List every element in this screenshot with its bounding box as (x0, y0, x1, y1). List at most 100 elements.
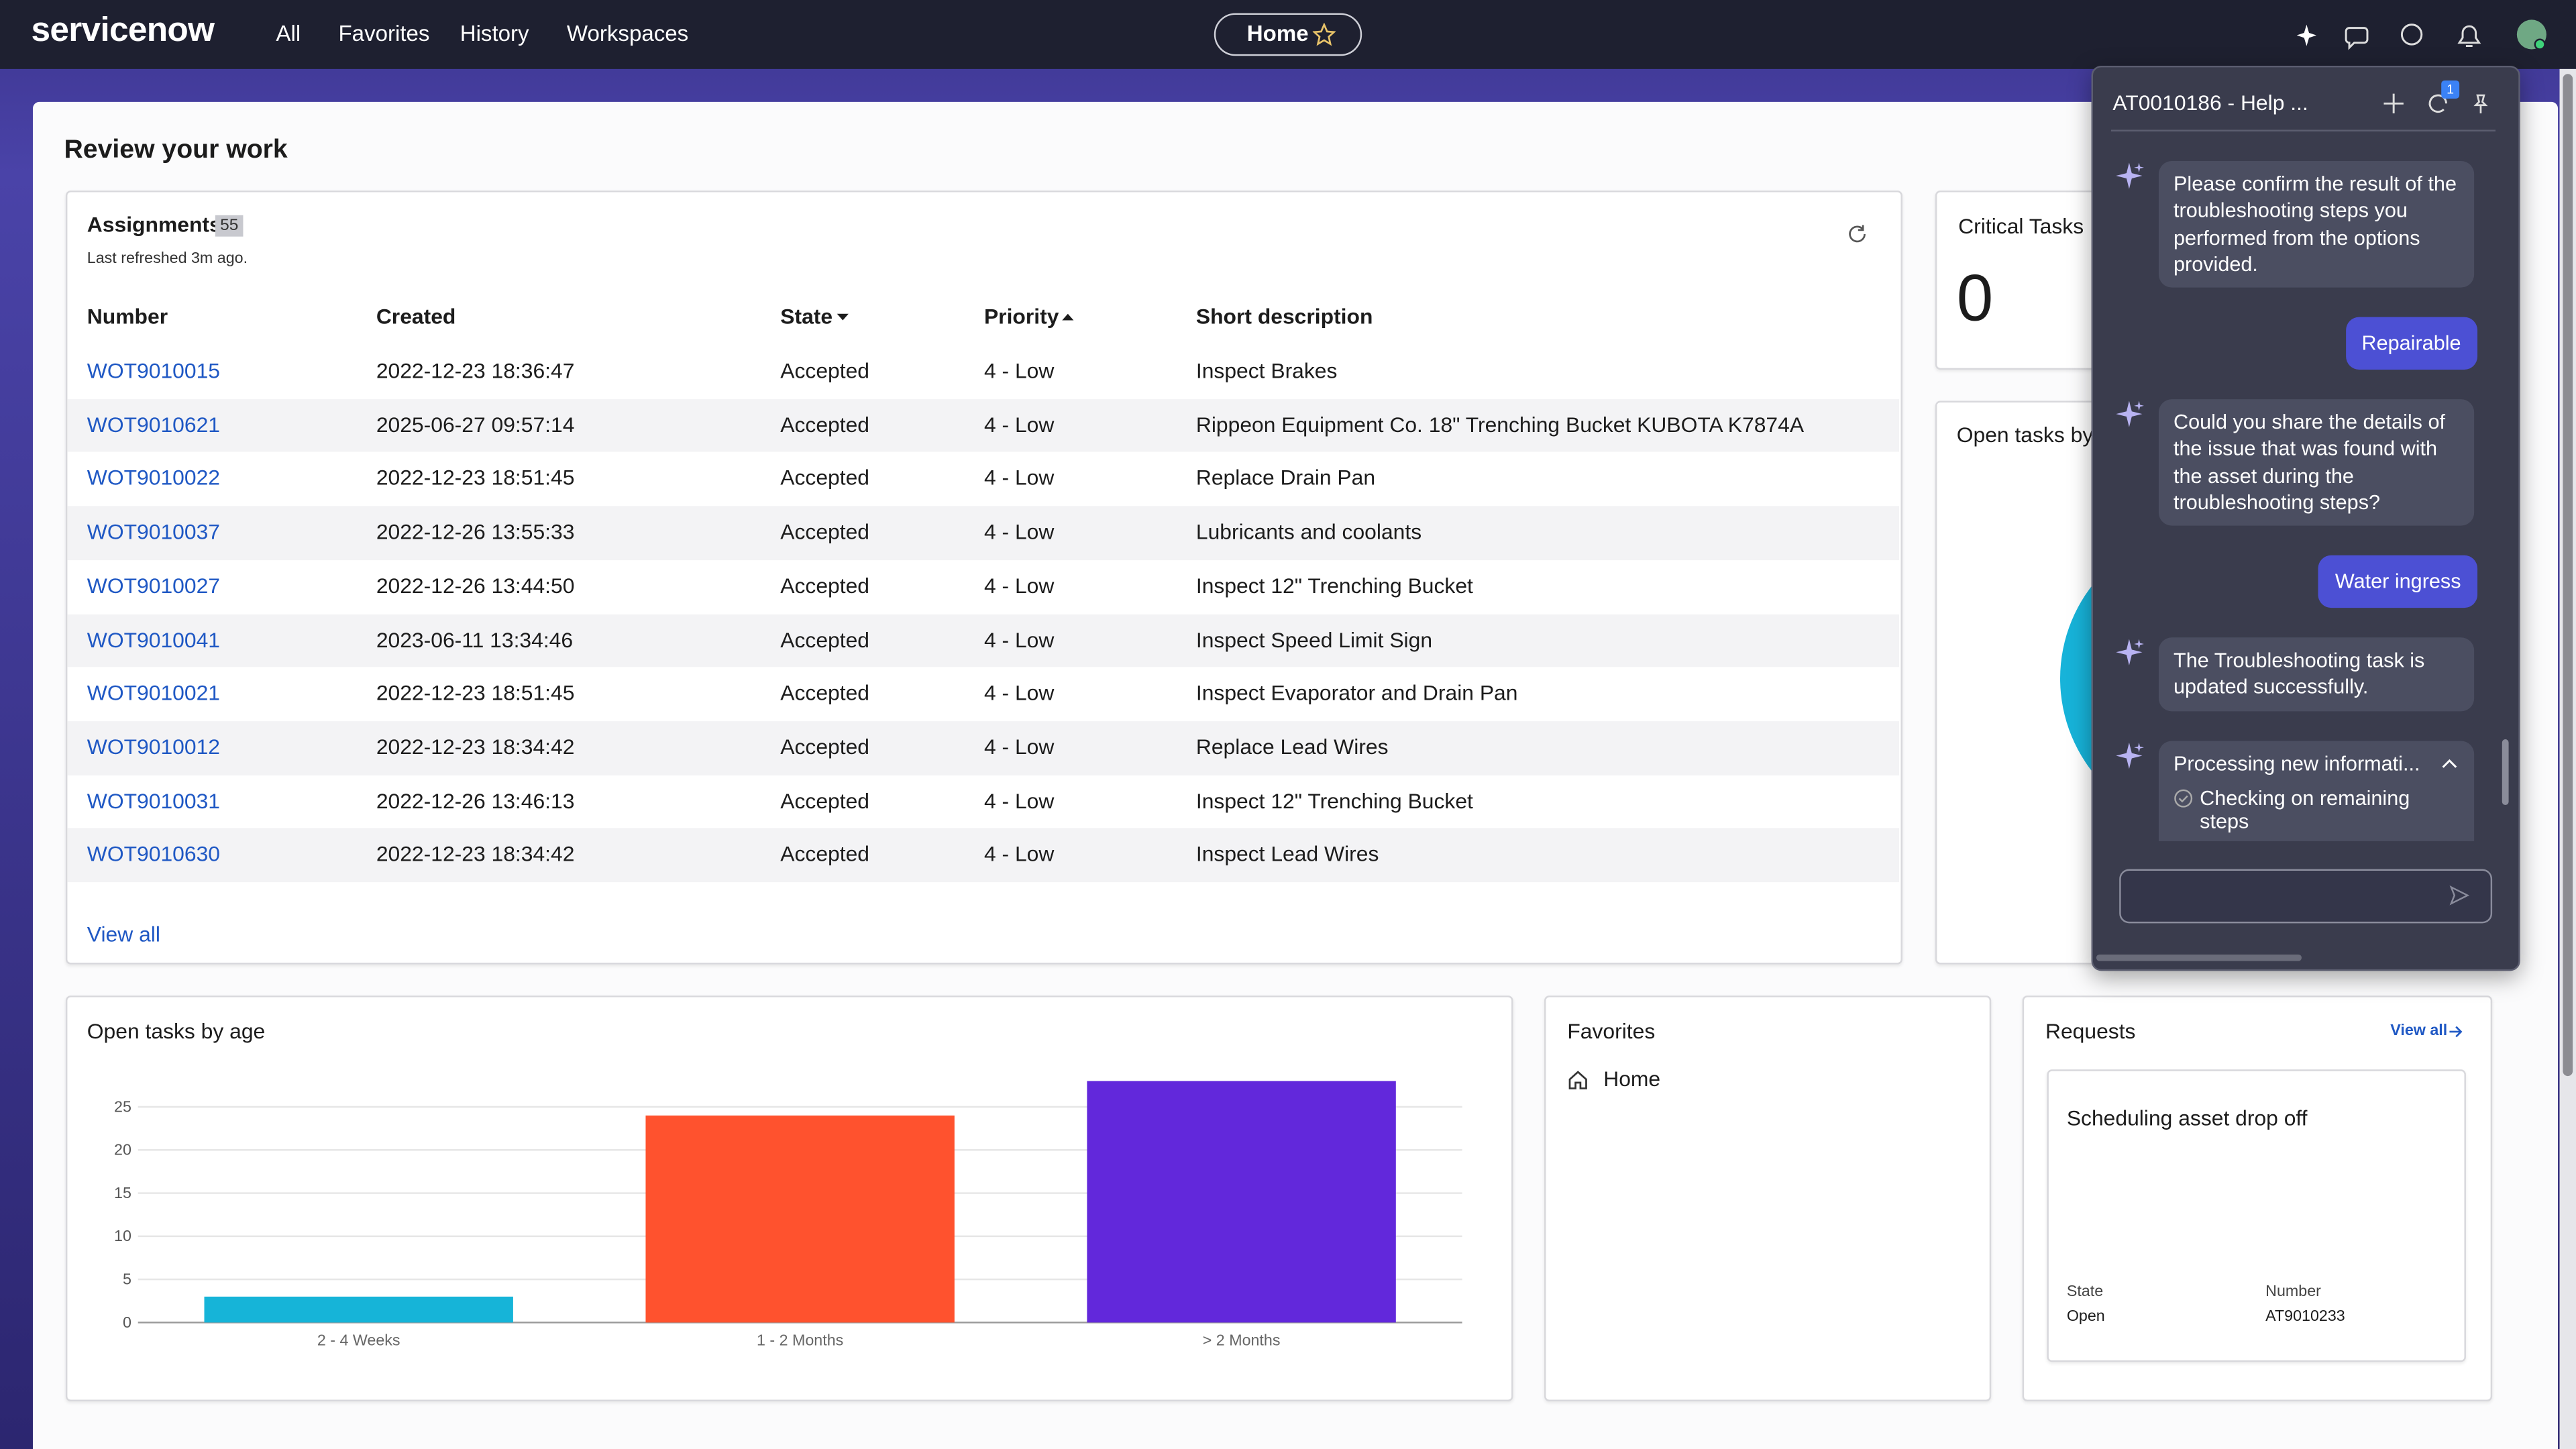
critical-title: Critical Tasks (1958, 213, 2084, 239)
processing-step: Checking on remaining steps (2200, 787, 2446, 833)
table-cell: Accepted (780, 466, 869, 492)
table-cell: Replace Lead Wires (1196, 734, 1389, 760)
nav-link[interactable]: History (460, 21, 529, 46)
table-cell: Lubricants and coolants (1196, 519, 1421, 545)
assistant-avatar (2114, 399, 2147, 432)
help-icon[interactable] (2402, 25, 2421, 44)
nav-link[interactable]: All (276, 21, 301, 46)
requests-view-all[interactable]: View all (2390, 1022, 2447, 1040)
brand[interactable]: servicenow (32, 11, 215, 51)
assistant-avatar (2114, 161, 2147, 194)
message-list: Please confirm the result of the trouble… (2092, 133, 2517, 841)
record-link[interactable]: WOT9010027 (87, 573, 220, 599)
assistant-message: Please confirm the result of the trouble… (2159, 161, 2474, 288)
requests-title: Requests (2045, 1018, 2136, 1044)
field-label: Number (2265, 1283, 2321, 1301)
favorite-item[interactable]: Home (1603, 1066, 1660, 1092)
refresh-icon[interactable] (1845, 222, 1870, 247)
record-link[interactable]: WOT9010015 (87, 358, 220, 384)
user-message: Water ingress (2318, 555, 2477, 608)
critical-value: 0 (1957, 263, 1993, 337)
table-cell: 4 - Low (984, 519, 1054, 545)
table-cell: 4 - Low (984, 573, 1054, 599)
bar (204, 1297, 513, 1323)
assistant-message: The Troubleshooting task is updated succ… (2159, 637, 2474, 710)
table-cell: Accepted (780, 842, 869, 868)
assistant-icons (2381, 85, 2499, 121)
assistant-scroll-thumb[interactable] (2502, 739, 2509, 805)
pin-icon[interactable] (2476, 95, 2486, 113)
record-link[interactable]: WOT9010031 (87, 788, 220, 814)
processing-title: Processing new informati... (2174, 751, 2420, 777)
table-cell: Inspect 12" Trenching Bucket (1196, 788, 1473, 814)
row-stripe (67, 614, 1899, 667)
table-cell: Rippeon Equipment Co. 18" Trenching Buck… (1196, 412, 1804, 438)
table-cell: 2022-12-26 13:44:50 (376, 573, 575, 599)
assistant-divider (2111, 129, 2496, 131)
y-tick-label: 20 (114, 1141, 131, 1159)
header-icons (2290, 16, 2553, 56)
table-cell: Accepted (780, 519, 869, 545)
record-link[interactable]: WOT9010012 (87, 734, 220, 760)
bell-icon[interactable] (2459, 26, 2479, 46)
row-stripe (67, 506, 1899, 560)
table-cell: Accepted (780, 734, 869, 760)
nav-link[interactable]: Favorites (338, 21, 429, 46)
record-link[interactable]: WOT9010037 (87, 519, 220, 545)
collapse-icon[interactable] (2441, 757, 2457, 771)
record-link[interactable]: WOT9010022 (87, 466, 220, 492)
table-cell: 4 - Low (984, 842, 1054, 868)
table-cell: 4 - Low (984, 412, 1054, 438)
assignments-title: Assignments (87, 212, 221, 238)
column-header[interactable]: Short description (1196, 304, 1373, 330)
table-cell: 4 - Low (984, 627, 1054, 653)
scrollbar-thumb[interactable] (2563, 74, 2573, 1076)
y-tick-label: 5 (123, 1270, 131, 1287)
favorites-title: Favorites (1567, 1018, 1655, 1044)
assist-icon[interactable] (2297, 25, 2316, 46)
table-cell: Accepted (780, 412, 869, 438)
y-tick-label: 25 (114, 1097, 131, 1115)
table-cell: 2023-06-11 13:34:46 (376, 627, 573, 653)
table-cell: Accepted (780, 680, 869, 706)
home-pill-label[interactable]: Home (1247, 21, 1309, 46)
table-cell: 4 - Low (984, 788, 1054, 814)
x-tick-label: > 2 Months (1203, 1332, 1281, 1349)
request-item-title[interactable]: Scheduling asset drop off (2067, 1106, 2308, 1132)
sort-icon[interactable] (1061, 311, 1075, 324)
sort-icon[interactable] (837, 311, 850, 324)
message-input[interactable] (2119, 869, 2492, 924)
x-tick-label: 1 - 2 Months (757, 1332, 843, 1349)
send-icon[interactable] (2448, 884, 2471, 907)
record-link[interactable]: WOT9010621 (87, 412, 220, 438)
table-cell: Inspect Brakes (1196, 358, 1338, 384)
arrow-icon[interactable] (2448, 1024, 2464, 1040)
table-cell: Inspect 12" Trenching Bucket (1196, 573, 1473, 599)
star-icon[interactable] (1313, 23, 1336, 46)
record-link[interactable]: WOT9010630 (87, 842, 220, 868)
processing-message: Processing new informati... Checking on r… (2159, 741, 2474, 841)
column-header[interactable]: Number (87, 304, 168, 330)
table-cell: Accepted (780, 788, 869, 814)
table-cell: Accepted (780, 358, 869, 384)
user-message: Repairable (2345, 317, 2477, 370)
chat-icon[interactable] (2346, 28, 2367, 48)
view-all-link[interactable]: View all (87, 922, 160, 948)
step-icon (2174, 789, 2193, 808)
row-stripe (67, 828, 1899, 882)
new-chat-icon[interactable] (2383, 94, 2403, 113)
record-link[interactable]: WOT9010041 (87, 627, 220, 653)
favorites-card (1544, 996, 1991, 1401)
record-link[interactable]: WOT9010021 (87, 680, 220, 706)
table-cell: Inspect Lead Wires (1196, 842, 1379, 868)
y-tick-label: 0 (123, 1313, 131, 1331)
y-tick-label: 10 (114, 1227, 131, 1244)
column-header[interactable]: Priority (984, 304, 1059, 330)
bar (1087, 1081, 1395, 1322)
column-header[interactable]: State (780, 304, 833, 330)
field-label: State (2067, 1283, 2103, 1301)
nav-link[interactable]: Workspaces (567, 21, 688, 46)
x-tick-label: 2 - 4 Weeks (317, 1332, 400, 1349)
column-header[interactable]: Created (376, 304, 456, 330)
